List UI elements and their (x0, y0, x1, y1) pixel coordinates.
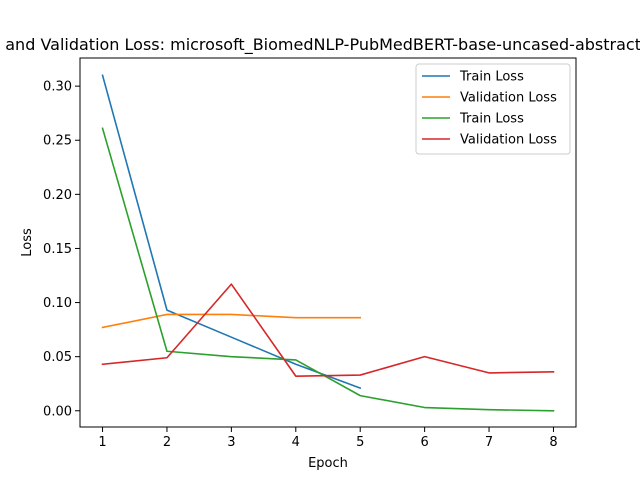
series-line-1 (101, 313, 362, 329)
y-axis: 0.00 0.05 0.10 0.15 0.20 0.25 0.30 (43, 80, 80, 419)
plot-area (101, 74, 555, 412)
x-tick-label: 1 (98, 435, 106, 450)
y-tick-label: 0.25 (43, 134, 72, 149)
legend-label: Validation Loss (460, 133, 557, 148)
y-tick-label: 0.10 (43, 296, 72, 311)
x-tick-label: 8 (549, 435, 557, 450)
x-tick-label: 2 (163, 435, 171, 450)
legend-box (415, 63, 571, 155)
series-line-3 (101, 283, 555, 377)
x-axis-label: Epoch (308, 456, 348, 471)
y-tick-label: 0.05 (43, 350, 72, 365)
y-tick-label: 0.20 (43, 188, 72, 203)
legend-label: Train Loss (459, 112, 524, 127)
y-axis-label: Loss (20, 228, 35, 257)
x-tick-label: 4 (292, 435, 300, 450)
chart-title: Training and Validation Loss: microsoft_… (0, 35, 640, 55)
y-tick-label: 0.15 (43, 242, 72, 257)
x-tick-label: 7 (485, 435, 493, 450)
legend-label: Train Loss (459, 70, 524, 85)
legend: Train Loss Validation Loss Train Loss Valid… (415, 63, 571, 155)
x-tick-label: 6 (420, 435, 428, 450)
x-axis: 1 2 3 4 5 6 7 8 (98, 427, 558, 450)
plot-frame (79, 57, 577, 428)
series-line-0 (101, 74, 362, 390)
series-line-2 (101, 127, 555, 412)
x-tick-label: 5 (356, 435, 364, 450)
y-tick-label: 0.00 (43, 404, 72, 419)
y-tick-label: 0.30 (43, 80, 72, 95)
x-tick-label: 3 (227, 435, 235, 450)
legend-label: Validation Loss (460, 91, 557, 106)
